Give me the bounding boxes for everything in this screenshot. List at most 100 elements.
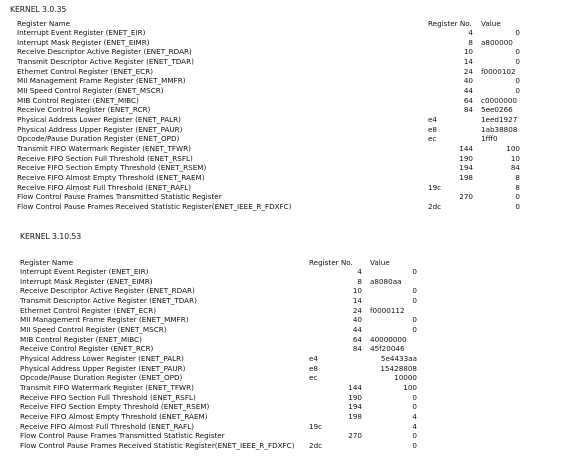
table-row: Receive FIFO Section Full Threshold (ENE… — [0, 154, 578, 164]
register-name: MII Speed Control Register (ENET_MSCR) — [20, 325, 167, 335]
register-name: Flow Control Pause Frames Transmitted St… — [17, 192, 222, 202]
table-row: Receive FIFO Section Empty Threshold (EN… — [0, 163, 578, 173]
register-value: 5ee0266 — [481, 105, 513, 115]
register-number: 24 — [352, 305, 362, 315]
register-value: 5e4433aa — [380, 354, 417, 363]
register-name: Receive FIFO Almost Empty Threshold (ENE… — [17, 172, 205, 182]
register-number: 84 — [352, 344, 362, 354]
register-name: Ethernet Control Register (ENET_ECR) — [20, 305, 156, 315]
register-number: 198 — [459, 172, 473, 182]
register-number: 14 — [352, 296, 362, 306]
table-row: Ethernet Control Register (ENET_ECR) 24 f0… — [0, 306, 578, 316]
register-number: 198 — [348, 411, 362, 421]
register-value: 0 — [412, 315, 417, 325]
register-value: 0 — [515, 47, 520, 57]
register-name: Interrupt Mask Register (ENET_EIMR) — [17, 37, 150, 47]
register-number: 84 — [463, 105, 473, 115]
register-name: Transmit FIFO Watermark Register (ENET_T… — [20, 382, 194, 392]
register-number: 144 — [348, 382, 362, 392]
register-number: 4 — [357, 267, 362, 277]
table-row: Flow Control Pause Frames Received Stati… — [0, 202, 578, 212]
register-number: 44 — [352, 325, 362, 335]
table-header-row: Register Name Register No. Value — [0, 19, 578, 29]
table-row: Transmit FIFO Watermark Register (ENET_T… — [0, 383, 578, 393]
register-value: 0 — [412, 392, 417, 402]
register-value: a8080aa — [370, 276, 402, 286]
register-value: 0 — [515, 28, 520, 38]
register-value: 0 — [515, 57, 520, 67]
register-name: Receive FIFO Section Empty Threshold (EN… — [20, 402, 210, 412]
register-name: Interrupt Mask Register (ENET_EIMR) — [20, 276, 153, 286]
register-name: Ethernet Control Register (ENET_ECR) — [17, 66, 153, 76]
table-row: Receive Descriptor Active Register (ENET… — [0, 286, 578, 296]
header-register-no: Register No. — [428, 18, 472, 28]
register-value: 15428808 — [380, 363, 417, 373]
table-row: Opcode/Pause Duration Register (ENET_OPD… — [0, 134, 578, 144]
table-row: MII Speed Control Register (ENET_MSCR) 44… — [0, 86, 578, 96]
table-row: Ethernet Control Register (ENET_ECR) 24 f0… — [0, 67, 578, 77]
table-row: Physical Address Upper Register (ENET_PA… — [0, 364, 578, 374]
register-value: 100 — [506, 143, 520, 153]
register-value: 0 — [412, 267, 417, 277]
register-value: f0000112 — [370, 305, 405, 315]
register-value: 0 — [412, 440, 417, 450]
table-row: MII Management Frame Register (ENET_MMFR… — [0, 76, 578, 86]
register-number: ec — [309, 373, 318, 383]
register-name: Interrupt Event Register (ENET_EIR) — [20, 267, 149, 277]
register-number: ec — [428, 134, 437, 144]
register-name: MII Management Frame Register (ENET_MMFR… — [20, 315, 189, 325]
register-number: 8 — [357, 276, 362, 286]
register-number: 190 — [459, 153, 473, 163]
register-value: 0 — [515, 86, 520, 96]
register-value: c0000000 — [481, 95, 517, 105]
register-name: Flow Control Pause Frames Transmitted St… — [20, 431, 225, 441]
register-value: 4 — [412, 411, 417, 421]
table-row: Interrupt Mask Register (ENET_EIMR) 8 a800… — [0, 38, 578, 48]
register-name: MIB Control Register (ENET_MIBC) — [17, 95, 139, 105]
register-name: Physical Address Lower Register (ENET_PA… — [17, 115, 181, 124]
table-row: Receive FIFO Almost Empty Threshold (ENE… — [0, 412, 578, 422]
register-name: Transmit Descriptor Active Register (ENE… — [17, 57, 194, 67]
register-name: Flow Control Pause Frames Received Stati… — [17, 201, 292, 211]
header-value: Value — [370, 257, 390, 267]
table-header-row: Register Name Register No. Value — [0, 258, 578, 268]
header-register-name: Register Name — [17, 18, 71, 28]
register-number: 2dc — [428, 201, 442, 211]
register-number: 64 — [463, 95, 473, 105]
table-row: Receive FIFO Almost Full Threshold (ENET… — [0, 183, 578, 193]
register-value: 10 — [510, 153, 520, 163]
register-number: 270 — [348, 431, 362, 441]
table-row: Interrupt Event Register (ENET_EIR) 4 0 — [0, 28, 578, 38]
table-row: MIB Control Register (ENET_MIBC) 64 c00000… — [0, 96, 578, 106]
register-name: Receive FIFO Almost Full Threshold (ENET… — [20, 421, 195, 431]
register-number: 14 — [463, 57, 473, 67]
register-value: 100 — [403, 382, 417, 392]
register-value: 0 — [412, 431, 417, 441]
table-row: Receive FIFO Section Empty Threshold (EN… — [0, 402, 578, 412]
table-row: Receive Descriptor Active Register (ENET… — [0, 47, 578, 57]
table-row: Interrupt Event Register (ENET_EIR) 4 0 — [0, 267, 578, 277]
register-number: 19c — [428, 182, 442, 192]
register-name: Transmit FIFO Watermark Register (ENET_T… — [17, 143, 191, 153]
register-name: Physical Address Lower Register (ENET_PA… — [20, 354, 184, 363]
register-name: Physical Address Upper Register (ENET_PA… — [17, 124, 183, 134]
table-row: Physical Address Lower Register (ENET_PA… — [0, 115, 578, 125]
register-number: e4 — [309, 354, 318, 363]
register-number: 194 — [348, 402, 362, 412]
register-number: e8 — [309, 363, 318, 373]
register-name: Receive Descriptor Active Register (ENET… — [20, 286, 195, 296]
register-number: 10 — [463, 47, 473, 57]
table-row: MII Speed Control Register (ENET_MSCR) 44… — [0, 325, 578, 335]
table-row: Receive Control Register (ENET_RCR) 84 5ee… — [0, 105, 578, 115]
kernel-3-10-53-title: KERNEL 3.10.53 — [20, 232, 82, 241]
register-number: e8 — [428, 124, 437, 134]
register-number: 8 — [468, 37, 473, 47]
register-number: 144 — [459, 143, 473, 153]
kernel-3-0-35-title: KERNEL 3.0.35 — [10, 5, 67, 14]
register-value: a800000 — [481, 37, 513, 47]
table-row: Receive FIFO Almost Empty Threshold (ENE… — [0, 173, 578, 183]
register-number: 44 — [463, 86, 473, 96]
register-number: 19c — [309, 421, 323, 431]
table-row: Transmit Descriptor Active Register (ENE… — [0, 57, 578, 67]
register-number: e4 — [428, 115, 437, 124]
